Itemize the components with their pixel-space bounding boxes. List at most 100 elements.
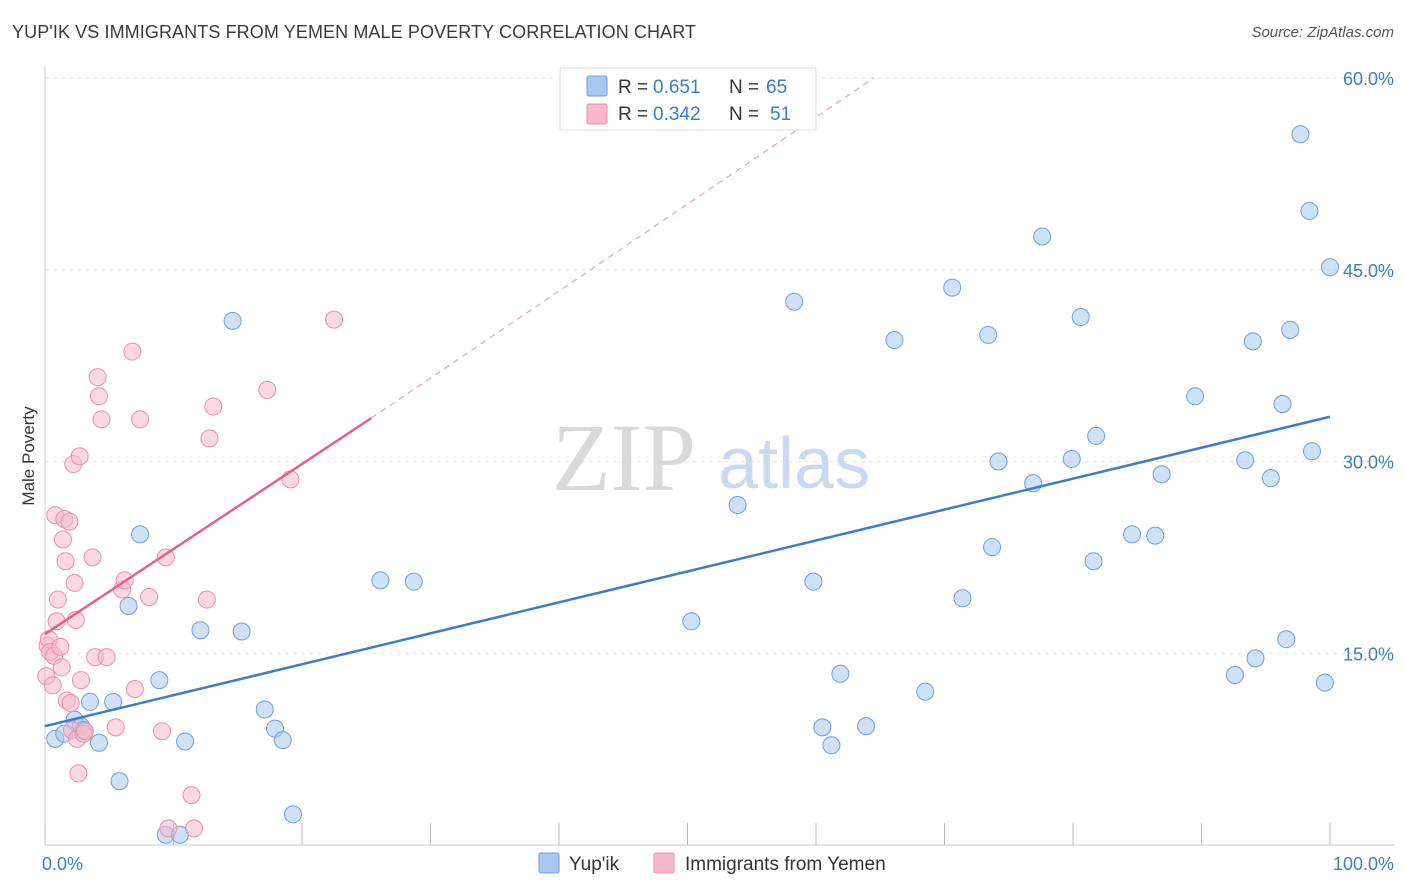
data-point bbox=[223, 311, 242, 330]
data-point bbox=[1315, 673, 1334, 692]
series-layer bbox=[37, 125, 1339, 844]
watermark: ZIP atlas bbox=[552, 404, 870, 511]
data-point bbox=[1261, 469, 1280, 488]
data-point bbox=[682, 612, 701, 631]
data-point bbox=[979, 325, 998, 344]
legend-r-value: 0.651 bbox=[653, 77, 701, 98]
data-point bbox=[176, 732, 195, 751]
data-point bbox=[1243, 332, 1262, 351]
data-point bbox=[1236, 451, 1255, 470]
data-point bbox=[281, 470, 300, 489]
data-point bbox=[885, 331, 904, 350]
data-point bbox=[56, 552, 75, 571]
data-point bbox=[943, 278, 962, 297]
y-tick-label: 15.0% bbox=[1343, 644, 1394, 664]
data-point bbox=[822, 736, 841, 755]
data-point bbox=[43, 676, 62, 695]
data-point bbox=[119, 596, 138, 615]
data-point bbox=[52, 658, 71, 677]
data-point bbox=[1123, 525, 1142, 544]
data-point bbox=[371, 571, 390, 590]
data-point bbox=[404, 572, 423, 591]
data-point bbox=[65, 573, 84, 592]
data-point bbox=[69, 764, 88, 783]
data-point bbox=[191, 621, 210, 640]
data-point bbox=[131, 410, 150, 429]
data-point bbox=[88, 368, 107, 387]
data-point bbox=[92, 410, 111, 429]
legend-n-label: N = bbox=[729, 77, 759, 98]
data-point bbox=[1146, 526, 1165, 545]
data-point bbox=[48, 590, 67, 609]
legend-top: R = 0.651 N = 65 R = 0.342 N = 51 bbox=[559, 67, 817, 131]
trendline-yupik bbox=[44, 415, 1331, 728]
data-point bbox=[204, 397, 223, 416]
chart-source: Source: ZipAtlas.com bbox=[1251, 24, 1394, 41]
data-point bbox=[71, 671, 90, 690]
legend-r-value: 0.342 bbox=[653, 104, 701, 125]
data-point bbox=[83, 548, 102, 567]
data-point bbox=[152, 722, 171, 741]
watermark-zip: ZIP bbox=[552, 404, 696, 511]
data-point bbox=[89, 733, 108, 752]
data-point bbox=[197, 590, 216, 609]
series-yupik bbox=[46, 125, 1339, 844]
data-point bbox=[325, 310, 344, 329]
data-point bbox=[831, 664, 850, 683]
data-point bbox=[1062, 449, 1081, 468]
data-point bbox=[159, 819, 178, 838]
data-point bbox=[110, 772, 129, 791]
data-point bbox=[258, 380, 277, 399]
data-point bbox=[1033, 227, 1052, 246]
data-point bbox=[284, 805, 303, 824]
series-yemen bbox=[37, 310, 344, 838]
data-point bbox=[60, 512, 79, 531]
data-point bbox=[1087, 426, 1106, 445]
data-point bbox=[953, 589, 972, 608]
data-point bbox=[1152, 465, 1171, 484]
data-point bbox=[1321, 258, 1339, 277]
data-point bbox=[1186, 387, 1205, 406]
data-point bbox=[1300, 201, 1319, 220]
y-tick-label: 60.0% bbox=[1343, 69, 1394, 89]
data-point bbox=[916, 682, 935, 701]
data-point bbox=[1225, 665, 1244, 684]
legend-n-label: N = bbox=[729, 104, 759, 125]
gridlines bbox=[45, 77, 1394, 654]
legend-swatch-yemen bbox=[586, 103, 608, 125]
data-point bbox=[182, 786, 201, 805]
data-point bbox=[1084, 552, 1103, 571]
x-tick-labels: 0.0% 100.0% bbox=[42, 854, 1394, 874]
legend-n-value: 65 bbox=[766, 77, 787, 98]
legend-swatch-yupik bbox=[538, 852, 560, 874]
data-point bbox=[106, 718, 125, 737]
legend-bottom: Yup'ik Immigrants from Yemen bbox=[538, 852, 886, 875]
data-point bbox=[150, 671, 169, 690]
chart-title: YUP'IK VS IMMIGRANTS FROM YEMEN MALE POV… bbox=[12, 22, 697, 42]
legend-r-label: R = bbox=[618, 104, 648, 125]
data-point bbox=[1273, 394, 1292, 413]
trendline-extension bbox=[371, 77, 875, 419]
watermark-atlas: atlas bbox=[718, 424, 870, 504]
data-point bbox=[232, 622, 251, 641]
trendline-yemen bbox=[44, 416, 373, 636]
data-point bbox=[1071, 308, 1090, 327]
legend-r-label: R = bbox=[618, 77, 648, 98]
data-point bbox=[728, 495, 747, 514]
data-point bbox=[804, 572, 823, 591]
data-point bbox=[1303, 442, 1322, 461]
data-point bbox=[185, 819, 204, 838]
y-tick-label: 45.0% bbox=[1343, 261, 1394, 281]
y-axis-label: Male Poverty bbox=[19, 406, 38, 506]
data-point bbox=[75, 722, 94, 741]
legend-label-yupik: Yup'ik bbox=[569, 854, 620, 875]
y-tick-label: 30.0% bbox=[1343, 453, 1394, 473]
data-point bbox=[200, 429, 219, 448]
x-tick-label: 0.0% bbox=[42, 854, 83, 874]
data-point bbox=[857, 717, 876, 736]
data-point bbox=[989, 452, 1008, 471]
data-point bbox=[80, 692, 99, 711]
data-point bbox=[53, 530, 72, 549]
data-point bbox=[813, 718, 832, 737]
